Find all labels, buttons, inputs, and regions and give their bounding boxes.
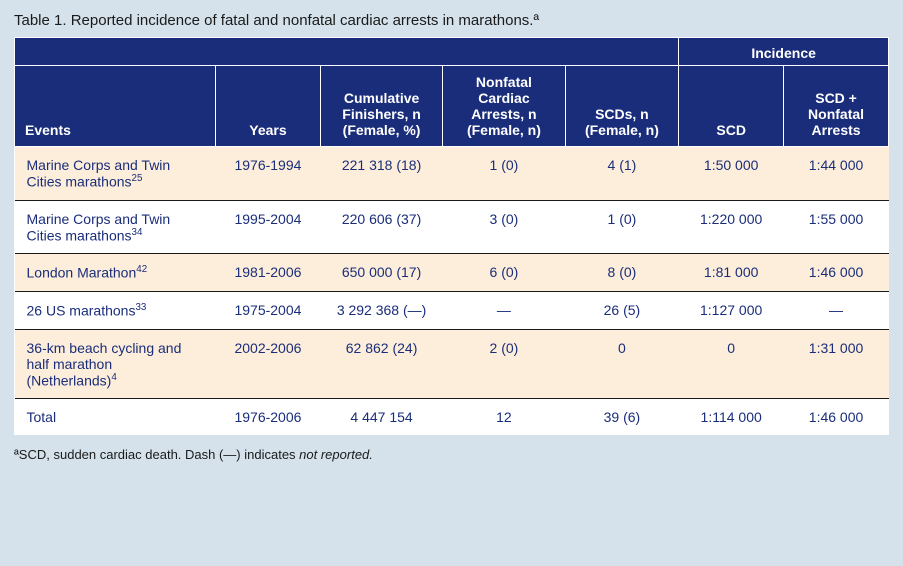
header-spanner-incidence: Incidence <box>679 38 889 66</box>
cell-scd_plus: 1:46 000 <box>784 254 889 292</box>
cell-scds: 0 <box>565 329 679 399</box>
table-container: Table 1. Reported incidence of fatal and… <box>0 0 903 566</box>
cell-event: Total <box>15 399 216 436</box>
cell-scd: 1:81 000 <box>679 254 784 292</box>
header-scd-plus: SCD + Nonfatal Arrests <box>784 66 889 147</box>
table-footnote: ªSCD, sudden cardiac death. Dash (—) ind… <box>14 447 889 464</box>
cell-event: London Marathon42 <box>15 254 216 292</box>
cell-scd: 0 <box>679 329 784 399</box>
cell-nonfatal: — <box>443 291 565 329</box>
cell-scd_plus: 1:31 000 <box>784 329 889 399</box>
cell-scd: 1:127 000 <box>679 291 784 329</box>
table-row: Total1976-20064 447 1541239 (6)1:114 000… <box>15 399 889 436</box>
cell-scd_plus: — <box>784 291 889 329</box>
header-finishers: Cumulative Finishers, n (Female, %) <box>320 66 442 147</box>
footnote-text: ªSCD, sudden cardiac death. Dash (—) ind… <box>14 447 299 462</box>
table-head: Incidence Events Years Cumulative Finish… <box>15 38 889 147</box>
cell-scd_plus: 1:55 000 <box>784 200 889 254</box>
table-row: Marine Corps and Twin Cities marathons25… <box>15 147 889 201</box>
cell-scds: 8 (0) <box>565 254 679 292</box>
footnote-italic: not reported. <box>299 447 373 462</box>
cell-finishers: 650 000 (17) <box>320 254 442 292</box>
header-events: Events <box>15 66 216 147</box>
cell-nonfatal: 3 (0) <box>443 200 565 254</box>
table-body: Marine Corps and Twin Cities marathons25… <box>15 147 889 436</box>
table-title: Table 1. Reported incidence of fatal and… <box>14 12 889 29</box>
cell-finishers: 4 447 154 <box>320 399 442 436</box>
header-scds: SCDs, n (Female, n) <box>565 66 679 147</box>
cell-years: 1976-1994 <box>216 147 321 201</box>
cell-nonfatal: 2 (0) <box>443 329 565 399</box>
cell-scds: 1 (0) <box>565 200 679 254</box>
cell-scd_plus: 1:44 000 <box>784 147 889 201</box>
table-row: 26 US marathons331975-20043 292 368 (—)—… <box>15 291 889 329</box>
cell-nonfatal: 12 <box>443 399 565 436</box>
cell-years: 1995-2004 <box>216 200 321 254</box>
cell-event: 36-km beach cycling and half marathon (N… <box>15 329 216 399</box>
table-row: Marine Corps and Twin Cities marathons34… <box>15 200 889 254</box>
header-spanner-row: Incidence <box>15 38 889 66</box>
data-table: Incidence Events Years Cumulative Finish… <box>14 37 889 435</box>
cell-scd: 1:50 000 <box>679 147 784 201</box>
cell-scds: 39 (6) <box>565 399 679 436</box>
cell-event: Marine Corps and Twin Cities marathons34 <box>15 200 216 254</box>
cell-years: 1981-2006 <box>216 254 321 292</box>
header-spanner-blank <box>15 38 679 66</box>
cell-finishers: 62 862 (24) <box>320 329 442 399</box>
cell-scd_plus: 1:46 000 <box>784 399 889 436</box>
cell-years: 1975-2004 <box>216 291 321 329</box>
table-row: London Marathon421981-2006650 000 (17)6 … <box>15 254 889 292</box>
cell-scds: 4 (1) <box>565 147 679 201</box>
cell-nonfatal: 6 (0) <box>443 254 565 292</box>
cell-scd: 1:114 000 <box>679 399 784 436</box>
cell-finishers: 3 292 368 (—) <box>320 291 442 329</box>
cell-years: 2002-2006 <box>216 329 321 399</box>
cell-finishers: 220 606 (37) <box>320 200 442 254</box>
cell-event: Marine Corps and Twin Cities marathons25 <box>15 147 216 201</box>
cell-event: 26 US marathons33 <box>15 291 216 329</box>
header-row: Events Years Cumulative Finishers, n (Fe… <box>15 66 889 147</box>
cell-nonfatal: 1 (0) <box>443 147 565 201</box>
cell-scds: 26 (5) <box>565 291 679 329</box>
header-nonfatal: Nonfatal Cardiac Arrests, n (Female, n) <box>443 66 565 147</box>
cell-finishers: 221 318 (18) <box>320 147 442 201</box>
header-years: Years <box>216 66 321 147</box>
table-row: 36-km beach cycling and half marathon (N… <box>15 329 889 399</box>
header-scd: SCD <box>679 66 784 147</box>
cell-years: 1976-2006 <box>216 399 321 436</box>
cell-scd: 1:220 000 <box>679 200 784 254</box>
